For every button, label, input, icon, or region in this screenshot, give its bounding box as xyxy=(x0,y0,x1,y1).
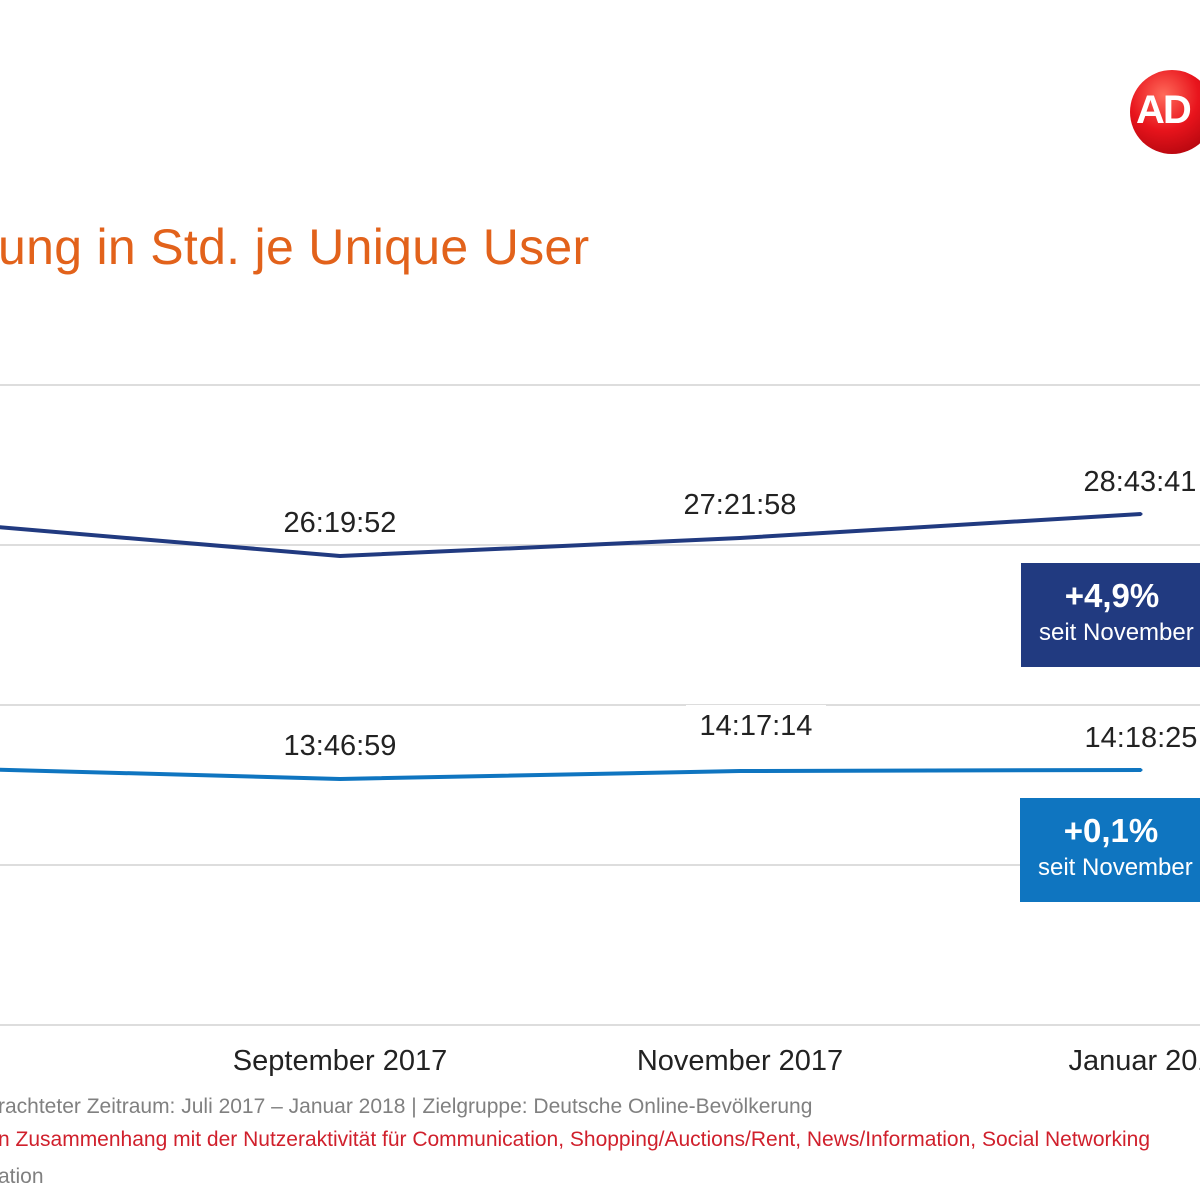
change-since-2: seit November xyxy=(1038,854,1193,881)
x-tick-label-4: Januar 201 xyxy=(1068,1045,1200,1077)
data-point-2-3 xyxy=(738,769,742,773)
data-label-bg-1-2 xyxy=(270,502,410,542)
footnote-source: ation xyxy=(0,1165,44,1188)
change-since-1: seit November xyxy=(1039,619,1194,646)
change-percent-2: +0,1% xyxy=(1063,812,1159,849)
data-label-2-3: 14:17:14 xyxy=(700,710,813,742)
data-point-2-4 xyxy=(1139,768,1143,772)
data-point-1-4 xyxy=(1139,512,1143,516)
data-point-1-3 xyxy=(738,536,742,540)
data-label-bg-2-3 xyxy=(686,705,826,745)
change-badge-series-1: +4,9% seit November xyxy=(1021,563,1200,667)
x-tick-label-3: November 2017 xyxy=(637,1045,843,1077)
logo-text: AD xyxy=(1136,88,1192,132)
data-label-bg-2-4 xyxy=(1071,717,1200,757)
data-point-1-2 xyxy=(338,554,342,558)
data-label-1-2: 26:19:52 xyxy=(284,507,397,539)
data-label-bg-1-3 xyxy=(670,484,810,524)
series-line-2 xyxy=(0,767,1142,781)
data-label-bg-1-4 xyxy=(1070,461,1200,501)
data-label-bg-2-2 xyxy=(270,725,410,765)
data-label-1-4: 28:43:41 xyxy=(1084,466,1197,498)
x-tick-label-2: September 2017 xyxy=(233,1045,447,1077)
chart-title: ung in Std. je Unique User xyxy=(0,219,590,275)
data-label-2-4: 14:18:25 xyxy=(1085,722,1198,754)
data-point-2-2 xyxy=(338,777,342,781)
footnote-period: rachteter Zeitraum: Juli 2017 – Januar 2… xyxy=(0,1095,813,1118)
logo-badge: AD xyxy=(1130,70,1200,154)
footnote-definition: n Zusammenhang mit der Nutzeraktivität f… xyxy=(0,1128,1151,1151)
data-label-1-3: 27:21:58 xyxy=(684,489,797,521)
change-badge-series-2: +0,1% seit November xyxy=(1020,798,1200,902)
line-chart: 26:19:52 27:21:58 28:43:41 13:46:59 14:17:14… xyxy=(0,384,1200,1077)
change-percent-1: +4,9% xyxy=(1064,577,1160,614)
series-line-1 xyxy=(0,512,1142,558)
data-label-2-2: 13:46:59 xyxy=(284,730,397,762)
